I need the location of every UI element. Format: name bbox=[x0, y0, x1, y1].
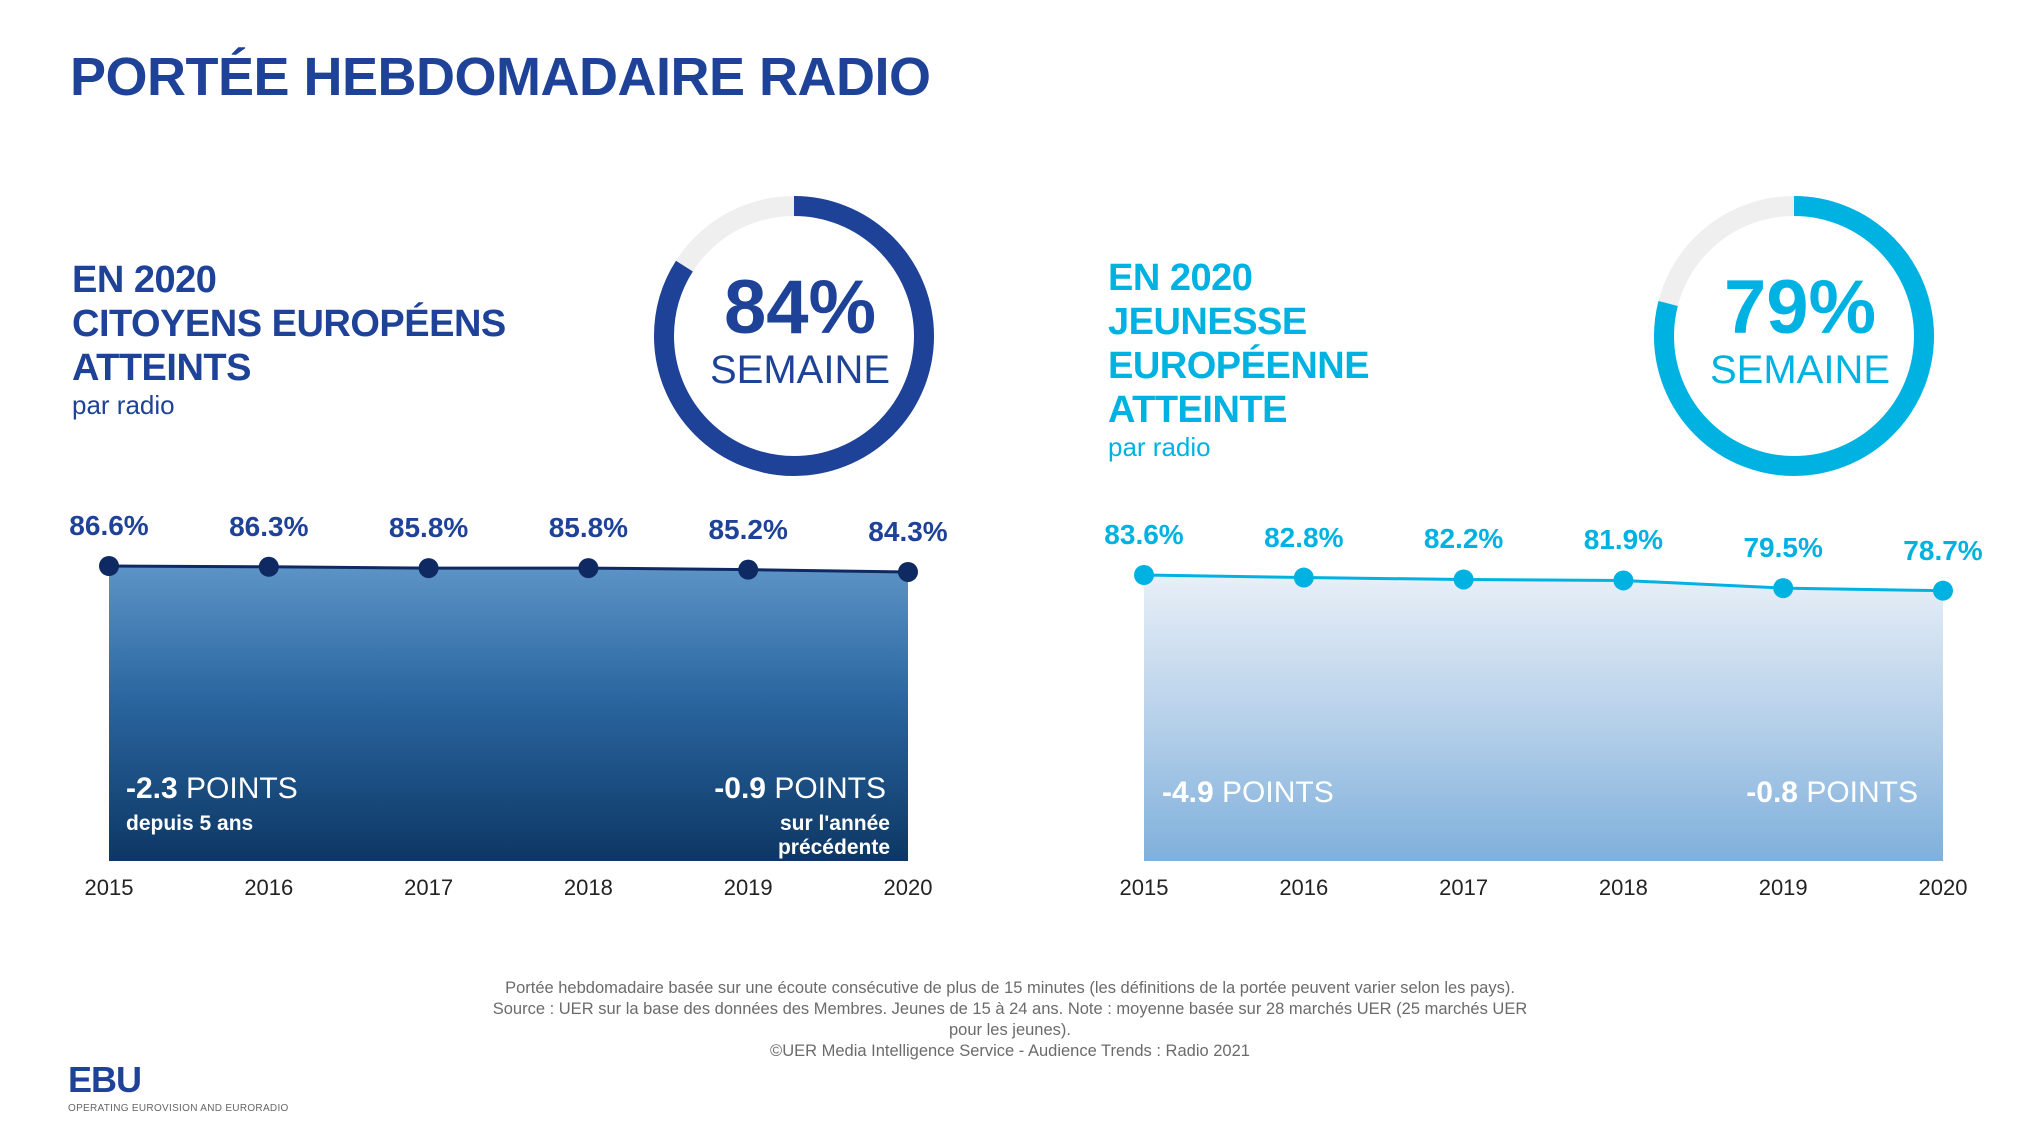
data-label: 86.6% bbox=[69, 510, 149, 541]
left-donut-arc bbox=[654, 196, 934, 476]
data-label: 84.3% bbox=[868, 515, 948, 547]
data-point bbox=[1293, 567, 1314, 588]
footer-line: ©UER Media Intelligence Service - Audien… bbox=[770, 1042, 1250, 1060]
right-donut-percent: 79% bbox=[1723, 265, 1877, 350]
x-tick-label: 2018 bbox=[563, 875, 613, 900]
right-donut-label: SEMAINE bbox=[1709, 348, 1891, 392]
left-prev-year-note: sur l'année précédente bbox=[778, 812, 890, 860]
data-point bbox=[738, 559, 759, 580]
left-donut-text: 84% SEMAINE bbox=[670, 265, 930, 393]
x-tick-label: 2017 bbox=[1439, 875, 1489, 900]
right-donut-arc bbox=[1654, 196, 1934, 476]
right-subheading: par radio bbox=[1108, 432, 1211, 462]
right-heading-line: JEUNESSE bbox=[1108, 301, 1307, 343]
data-label: 82.2% bbox=[1423, 523, 1504, 555]
data-point bbox=[1613, 570, 1634, 591]
ebu-logo-tagline: OPERATING EUROVISION AND EURORADIO bbox=[68, 1103, 289, 1114]
data-point bbox=[898, 561, 918, 582]
data-label: 86.3% bbox=[229, 510, 309, 542]
left-prev-year-note-line: sur l'année bbox=[779, 812, 890, 835]
left-five-year-unit: POINTS bbox=[186, 772, 298, 805]
data-label: 79.5% bbox=[1743, 532, 1823, 564]
x-tick-label: 2015 bbox=[1119, 875, 1169, 900]
x-tick-label: 2015 bbox=[84, 875, 134, 900]
footer-notes: Portée hebdomadaire basée sur une écoute… bbox=[400, 978, 1620, 1062]
series-line bbox=[1143, 573, 1944, 593]
data-point bbox=[1773, 578, 1794, 599]
right-prev-year-unit: POINTS bbox=[1806, 776, 1918, 809]
right-heading-line: EUROPÉENNE bbox=[1108, 345, 1370, 387]
x-tick-label: 2018 bbox=[1598, 875, 1648, 900]
footer-line: Source : UER sur la base des données des… bbox=[492, 1000, 1528, 1018]
left-five-year-value: -2.3 bbox=[126, 772, 178, 805]
data-label: 83.6% bbox=[1104, 519, 1184, 550]
left-donut-label: SEMAINE bbox=[709, 348, 891, 392]
page-title: PORTÉE HEBDOMADAIRE RADIO bbox=[70, 47, 931, 107]
left-five-year-change: -2.3 POINTS bbox=[126, 772, 298, 806]
right-five-year-value: -4.9 bbox=[1162, 776, 1214, 809]
data-point bbox=[418, 558, 439, 579]
x-tick-label: 2020 bbox=[883, 875, 933, 900]
right-heading-line: EN 2020 bbox=[1108, 257, 1253, 299]
x-tick-label: 2016 bbox=[1279, 875, 1329, 900]
right-chart bbox=[1134, 565, 1953, 861]
data-point bbox=[578, 558, 599, 579]
ebu-logo: EBU bbox=[68, 1059, 142, 1100]
x-tick-label: 2016 bbox=[244, 875, 294, 900]
left-prev-year-note-line: précédente bbox=[777, 836, 890, 859]
x-tick-label: 2020 bbox=[1918, 875, 1968, 900]
left-prev-year-unit: POINTS bbox=[774, 772, 886, 805]
right-donut-text: 79% SEMAINE bbox=[1670, 265, 1930, 393]
data-label: 78.7% bbox=[1903, 534, 1983, 566]
x-tick-label: 2017 bbox=[404, 875, 454, 900]
left-chart bbox=[99, 556, 918, 861]
data-point bbox=[258, 556, 279, 577]
data-point bbox=[99, 556, 119, 576]
left-five-year-note: depuis 5 ans bbox=[126, 812, 254, 835]
data-label: 82.8% bbox=[1264, 521, 1344, 553]
right-five-year-change: -4.9 POINTS bbox=[1162, 776, 1334, 810]
data-label: 81.9% bbox=[1583, 524, 1664, 556]
left-donut-percent: 84% bbox=[723, 265, 877, 350]
footer-line: pour les jeunes). bbox=[949, 1021, 1071, 1039]
x-tick-label: 2019 bbox=[1758, 875, 1808, 900]
right-heading: EN 2020 JEUNESSE EUROPÉENNE ATTEINTE par… bbox=[1108, 256, 1370, 462]
data-label: 85.8% bbox=[548, 512, 629, 544]
data-label: 85.2% bbox=[708, 513, 788, 545]
data-point bbox=[1453, 569, 1474, 590]
right-heading-line: ATTEINTE bbox=[1108, 389, 1287, 431]
left-prev-year-value: -0.9 bbox=[714, 772, 766, 805]
data-point bbox=[1134, 565, 1154, 585]
left-subheading: par radio bbox=[72, 390, 175, 420]
right-prev-year-change: -0.8 POINTS bbox=[1746, 776, 1918, 810]
right-five-year-unit: POINTS bbox=[1222, 776, 1334, 809]
left-heading-line: CITOYENS EUROPÉENS bbox=[72, 303, 506, 345]
chart-area bbox=[1144, 575, 1943, 861]
left-heading-line: ATTEINTS bbox=[72, 347, 251, 389]
right-prev-year-value: -0.8 bbox=[1746, 776, 1798, 809]
data-label: 85.8% bbox=[388, 512, 469, 544]
chart-area bbox=[109, 566, 908, 861]
data-point bbox=[1933, 580, 1953, 601]
left-heading-line: EN 2020 bbox=[72, 259, 217, 301]
footer-line: Portée hebdomadaire basée sur une écoute… bbox=[505, 979, 1515, 997]
x-tick-label: 2019 bbox=[723, 875, 773, 900]
series-line bbox=[108, 564, 909, 574]
left-prev-year-change: -0.9 POINTS bbox=[714, 772, 886, 806]
left-heading: EN 2020 CITOYENS EUROPÉENS ATTEINTS par … bbox=[72, 258, 506, 420]
